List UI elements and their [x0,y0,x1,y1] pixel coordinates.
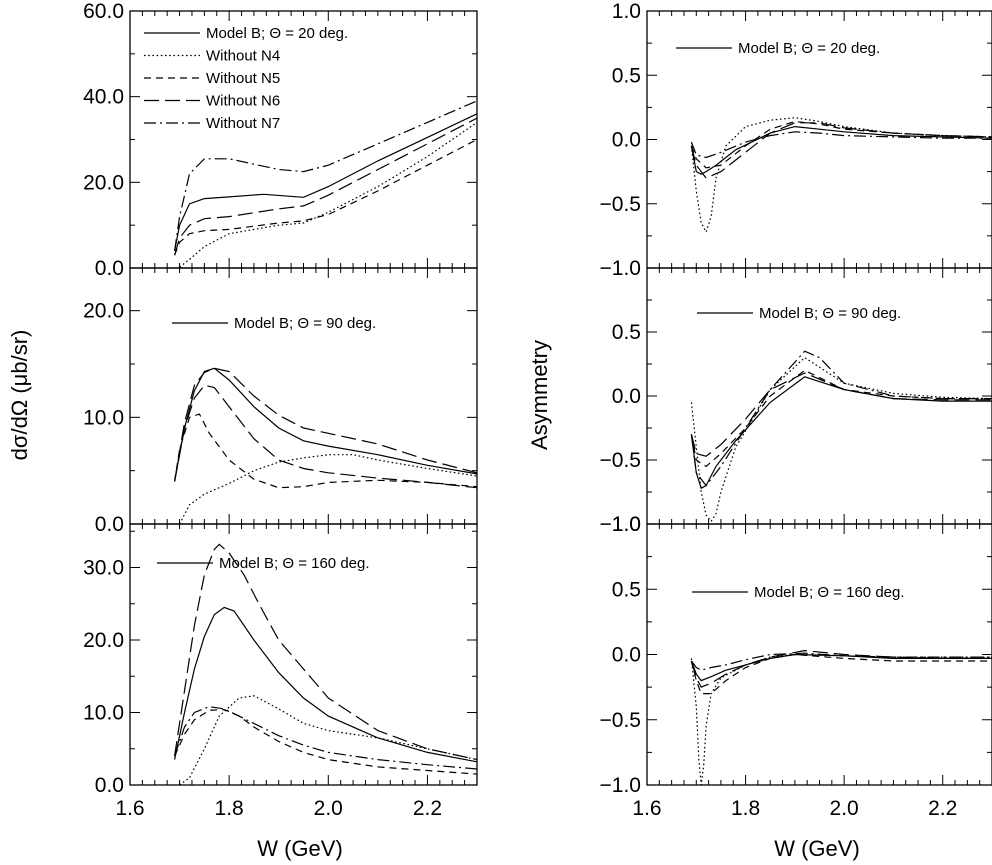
series-line [174,543,478,761]
series-line [174,138,478,256]
left-x-axis-label: W (GeV) [257,836,343,861]
y-tick-label: 60.0 [83,0,124,23]
legend-label: Model B; Θ = 90 deg. [234,315,376,332]
series-line [174,367,478,482]
x-tick-label: 2.2 [928,797,957,820]
series-line [690,653,992,695]
y-tick-label: −0.5 [600,193,641,216]
y-tick-label: 30.0 [83,557,124,580]
y-tick-label: 0.5 [612,578,641,601]
series-line [690,120,992,169]
series-line [690,356,992,523]
x-tick-label: 2.2 [413,797,442,820]
series-line [179,454,478,525]
series-line [690,649,992,688]
panel-frame [129,267,478,525]
y-tick-label: −0.5 [600,449,641,472]
legend-label: Model B; Θ = 20 deg. [738,40,880,57]
y-tick-label: 0.5 [612,64,641,87]
left-y-axis-label: dσ/dΩ (μb/sr) [7,330,32,461]
panel-right-mid: −1.0 −0.5 0.0 0.5 Model B; Θ = 90 deg. [600,267,992,536]
series-line [174,117,478,256]
legend-label: Without N4 [206,48,280,65]
x-tick-label: 2.0 [830,797,859,820]
legend-label: Model B; Θ = 160 deg. [219,555,370,572]
panel-right-bottom: −1.0 −0.5 0.0 0.5 1.0 1.6 1.8 2.0 2.2 Model B; Θ … [600,513,992,820]
y-tick-label: 0.0 [612,129,641,152]
y-tick-label: 1.0 [612,513,641,536]
series-line [690,369,992,468]
series-line [174,113,478,252]
series-line [174,706,478,770]
series-line [174,606,478,763]
series-line [690,372,992,457]
series-line [690,653,992,786]
right-y-axis-label: Asymmetry [527,340,552,450]
x-tick-label: 1.6 [115,797,144,820]
legend-label: Without N6 [206,93,280,110]
y-tick-label: 10.0 [83,702,124,725]
y-tick-label: 0.5 [612,321,641,344]
panel-right-top: −1.0 −0.5 0.0 0.5 1.0 Model B; Θ = 20 deg. [600,0,992,280]
y-tick-label: −1.0 [600,257,641,280]
panel-left-mid: 0.0 10.0 20.0 Model B; Θ = 90 deg. [83,267,478,536]
y-tick-label: 40.0 [83,86,124,109]
series-line [174,384,478,489]
x-tick-label: 1.8 [731,797,760,820]
series-line [174,413,478,489]
y-tick-label: 20.0 [83,300,124,323]
legend-label: Model B; Θ = 160 deg. [754,584,905,601]
x-tick-label: 1.8 [215,797,244,820]
series-line [690,653,992,682]
legend-label: Without N5 [206,70,280,87]
legend-label: Model B; Θ = 20 deg. [206,25,348,42]
panel-left-top: 0.0 20.0 40.0 60.0 Model B; Θ = 20 deg. Witho… [83,0,478,280]
series-line [174,367,478,482]
series-line [179,121,478,268]
y-tick-label: −0.5 [600,709,641,732]
y-tick-label: 0.0 [95,774,124,797]
panel-frame [129,10,478,269]
y-tick-label: 0.0 [95,513,124,536]
series-line [690,125,992,175]
y-tick-label: 0.0 [612,385,641,408]
legend-label: Model B; Θ = 90 deg. [759,305,901,322]
series-line [174,100,478,251]
y-tick-label: 10.0 [83,406,124,429]
y-tick-label: −1.0 [600,513,641,536]
series-line [690,376,992,490]
panel-left-bottom: 0.0 10.0 20.0 30.0 1.6 1.8 2.0 2.2 Model B; Θ = … [83,523,478,820]
y-tick-label: 0.0 [95,257,124,280]
series-line [690,117,992,234]
right-x-axis-label: W (GeV) [774,836,860,861]
y-tick-label: 1.0 [612,0,641,23]
x-tick-label: 2.0 [314,797,343,820]
y-tick-label: −1.0 [600,774,641,797]
series-line [690,122,992,179]
series-line [174,708,478,775]
y-tick-label: 20.0 [83,629,124,652]
series-line [690,652,992,671]
x-tick-label: 1.6 [632,797,661,820]
y-tick-label: 0.0 [612,644,641,667]
legend-label: Without N7 [206,115,280,132]
series-line [690,350,992,487]
series-line [690,131,992,159]
y-tick-label: 20.0 [83,171,124,194]
